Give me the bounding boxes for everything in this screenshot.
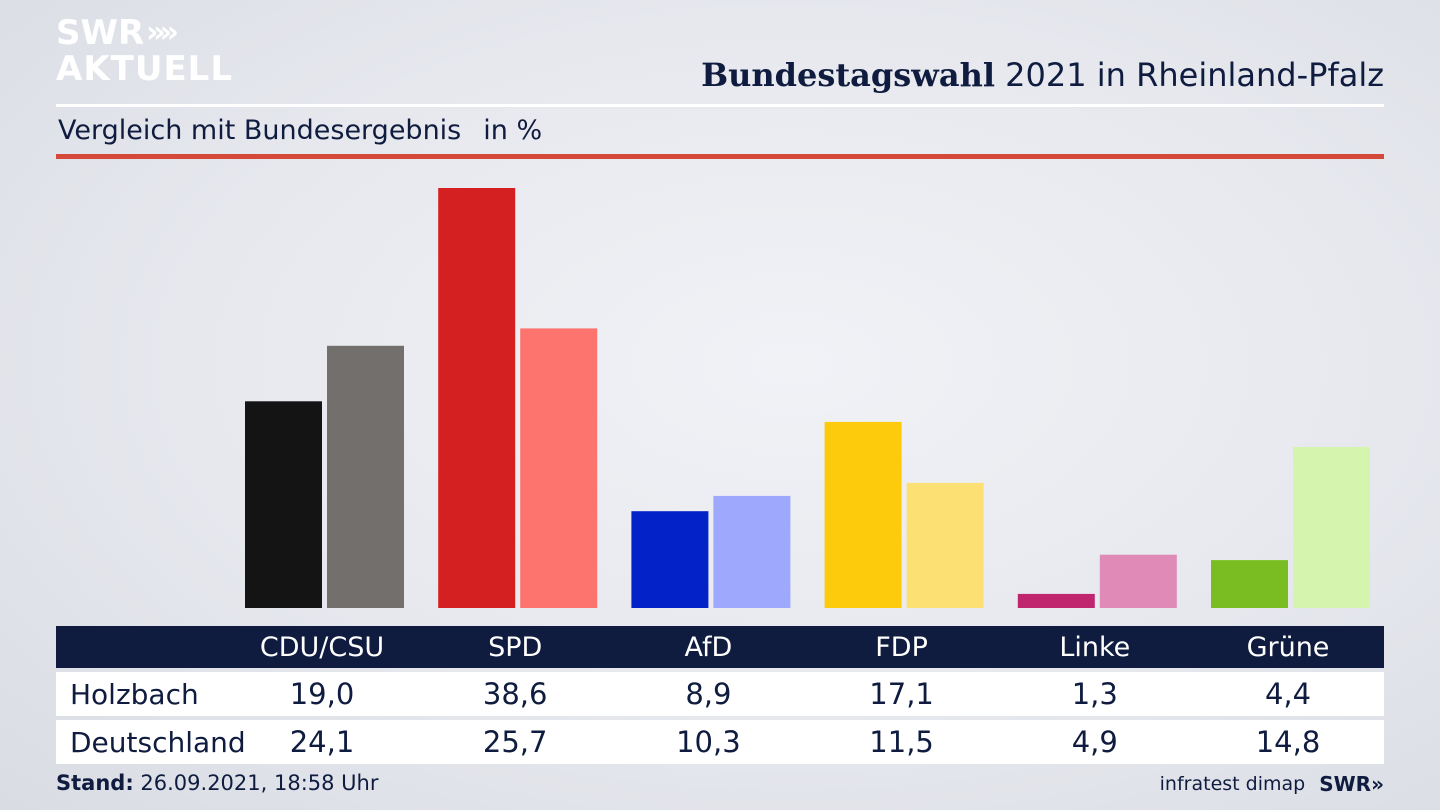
table-row-deutschland: Deutschland 24,1 25,7 10,3 11,5 4,9 14,8 xyxy=(56,720,1384,764)
value-label-deutschland-fdp: 11,5 xyxy=(869,725,934,759)
value-label-holzbach-spd: 38,6 xyxy=(482,677,548,711)
stand-label: Stand: xyxy=(56,771,134,795)
source-credit: infratest dimap SWR» xyxy=(1160,772,1384,796)
category-label-fdp: FDP xyxy=(875,631,928,663)
value-label-deutschland-grüne: 14,8 xyxy=(1255,725,1321,759)
bar-linke-holzbach xyxy=(1017,593,1095,608)
subtitle-text: Vergleich mit Bundesergebnis xyxy=(58,115,462,146)
value-label-deutschland-afd: 10,3 xyxy=(676,725,741,759)
bar-chart xyxy=(245,188,1370,608)
subtitle-divider xyxy=(56,154,1384,159)
logo-aktuell: AKTUELL xyxy=(56,49,234,89)
table-header-row: CDU/CSU SPD AfD FDP Linke Grüne xyxy=(56,626,1384,668)
bar-spd-deutschland xyxy=(520,328,598,608)
bar-cdu-csu-holzbach xyxy=(245,401,322,608)
timestamp: Stand: 26.09.2021, 18:58 Uhr xyxy=(56,771,379,795)
category-label-afd: AfD xyxy=(684,631,733,663)
value-label-holzbach-fdp: 17,1 xyxy=(869,677,934,711)
bar-linke-deutschland xyxy=(1099,554,1177,608)
bar-spd-holzbach xyxy=(438,188,516,608)
category-label-spd: SPD xyxy=(488,631,543,663)
chart-subtitle: Vergleich mit Bundesergebnis in % xyxy=(58,115,542,146)
value-label-deutschland-cdu-csu: 24,1 xyxy=(289,725,355,759)
logo-swr: SWR xyxy=(56,13,145,53)
category-label-grüne: Grüne xyxy=(1246,631,1330,663)
source-text: infratest dimap xyxy=(1159,773,1306,795)
bar-afd-deutschland xyxy=(713,495,791,608)
table-row-holzbach: Holzbach 19,0 38,6 8,9 17,1 1,3 4,4 xyxy=(56,672,1384,716)
page-title: Bundestagswahl 2021 in Rheinland-Pfalz xyxy=(701,56,1384,94)
bar-grüne-holzbach xyxy=(1211,560,1288,608)
category-label-linke: Linke xyxy=(1059,631,1131,663)
swr-brand-logo: SWR» xyxy=(1319,772,1384,796)
bar-grüne-deutschland xyxy=(1293,447,1370,608)
value-label-holzbach-grüne: 4,4 xyxy=(1264,677,1312,711)
title-bold: Bundestagswahl xyxy=(701,56,995,94)
bar-fdp-holzbach xyxy=(824,421,902,608)
bar-cdu-csu-deutschland xyxy=(327,345,404,608)
category-label-cdu-csu: CDU/CSU xyxy=(259,631,385,663)
series-label-holzbach: Holzbach xyxy=(70,677,199,711)
value-label-holzbach-cdu-csu: 19,0 xyxy=(289,677,355,711)
value-label-deutschland-linke: 4,9 xyxy=(1071,725,1118,759)
swr-aktuell-logo: SWR»» AKTUELL xyxy=(56,16,233,86)
bar-fdp-deutschland xyxy=(906,482,984,608)
value-label-holzbach-afd: 8,9 xyxy=(685,677,732,711)
stand-value: 26.09.2021, 18:58 Uhr xyxy=(133,771,379,795)
results-table: CDU/CSU SPD AfD FDP Linke Grüne Holzbach 19,0 3… xyxy=(56,626,1384,764)
value-label-holzbach-linke: 1,3 xyxy=(1071,677,1118,711)
value-label-deutschland-spd: 25,7 xyxy=(482,725,548,759)
title-rest: 2021 in Rheinland-Pfalz xyxy=(995,56,1384,94)
bar-afd-holzbach xyxy=(631,511,709,608)
series-label-deutschland: Deutschland xyxy=(70,725,246,759)
header-divider xyxy=(56,104,1384,107)
subtitle-unit: in % xyxy=(483,115,543,146)
